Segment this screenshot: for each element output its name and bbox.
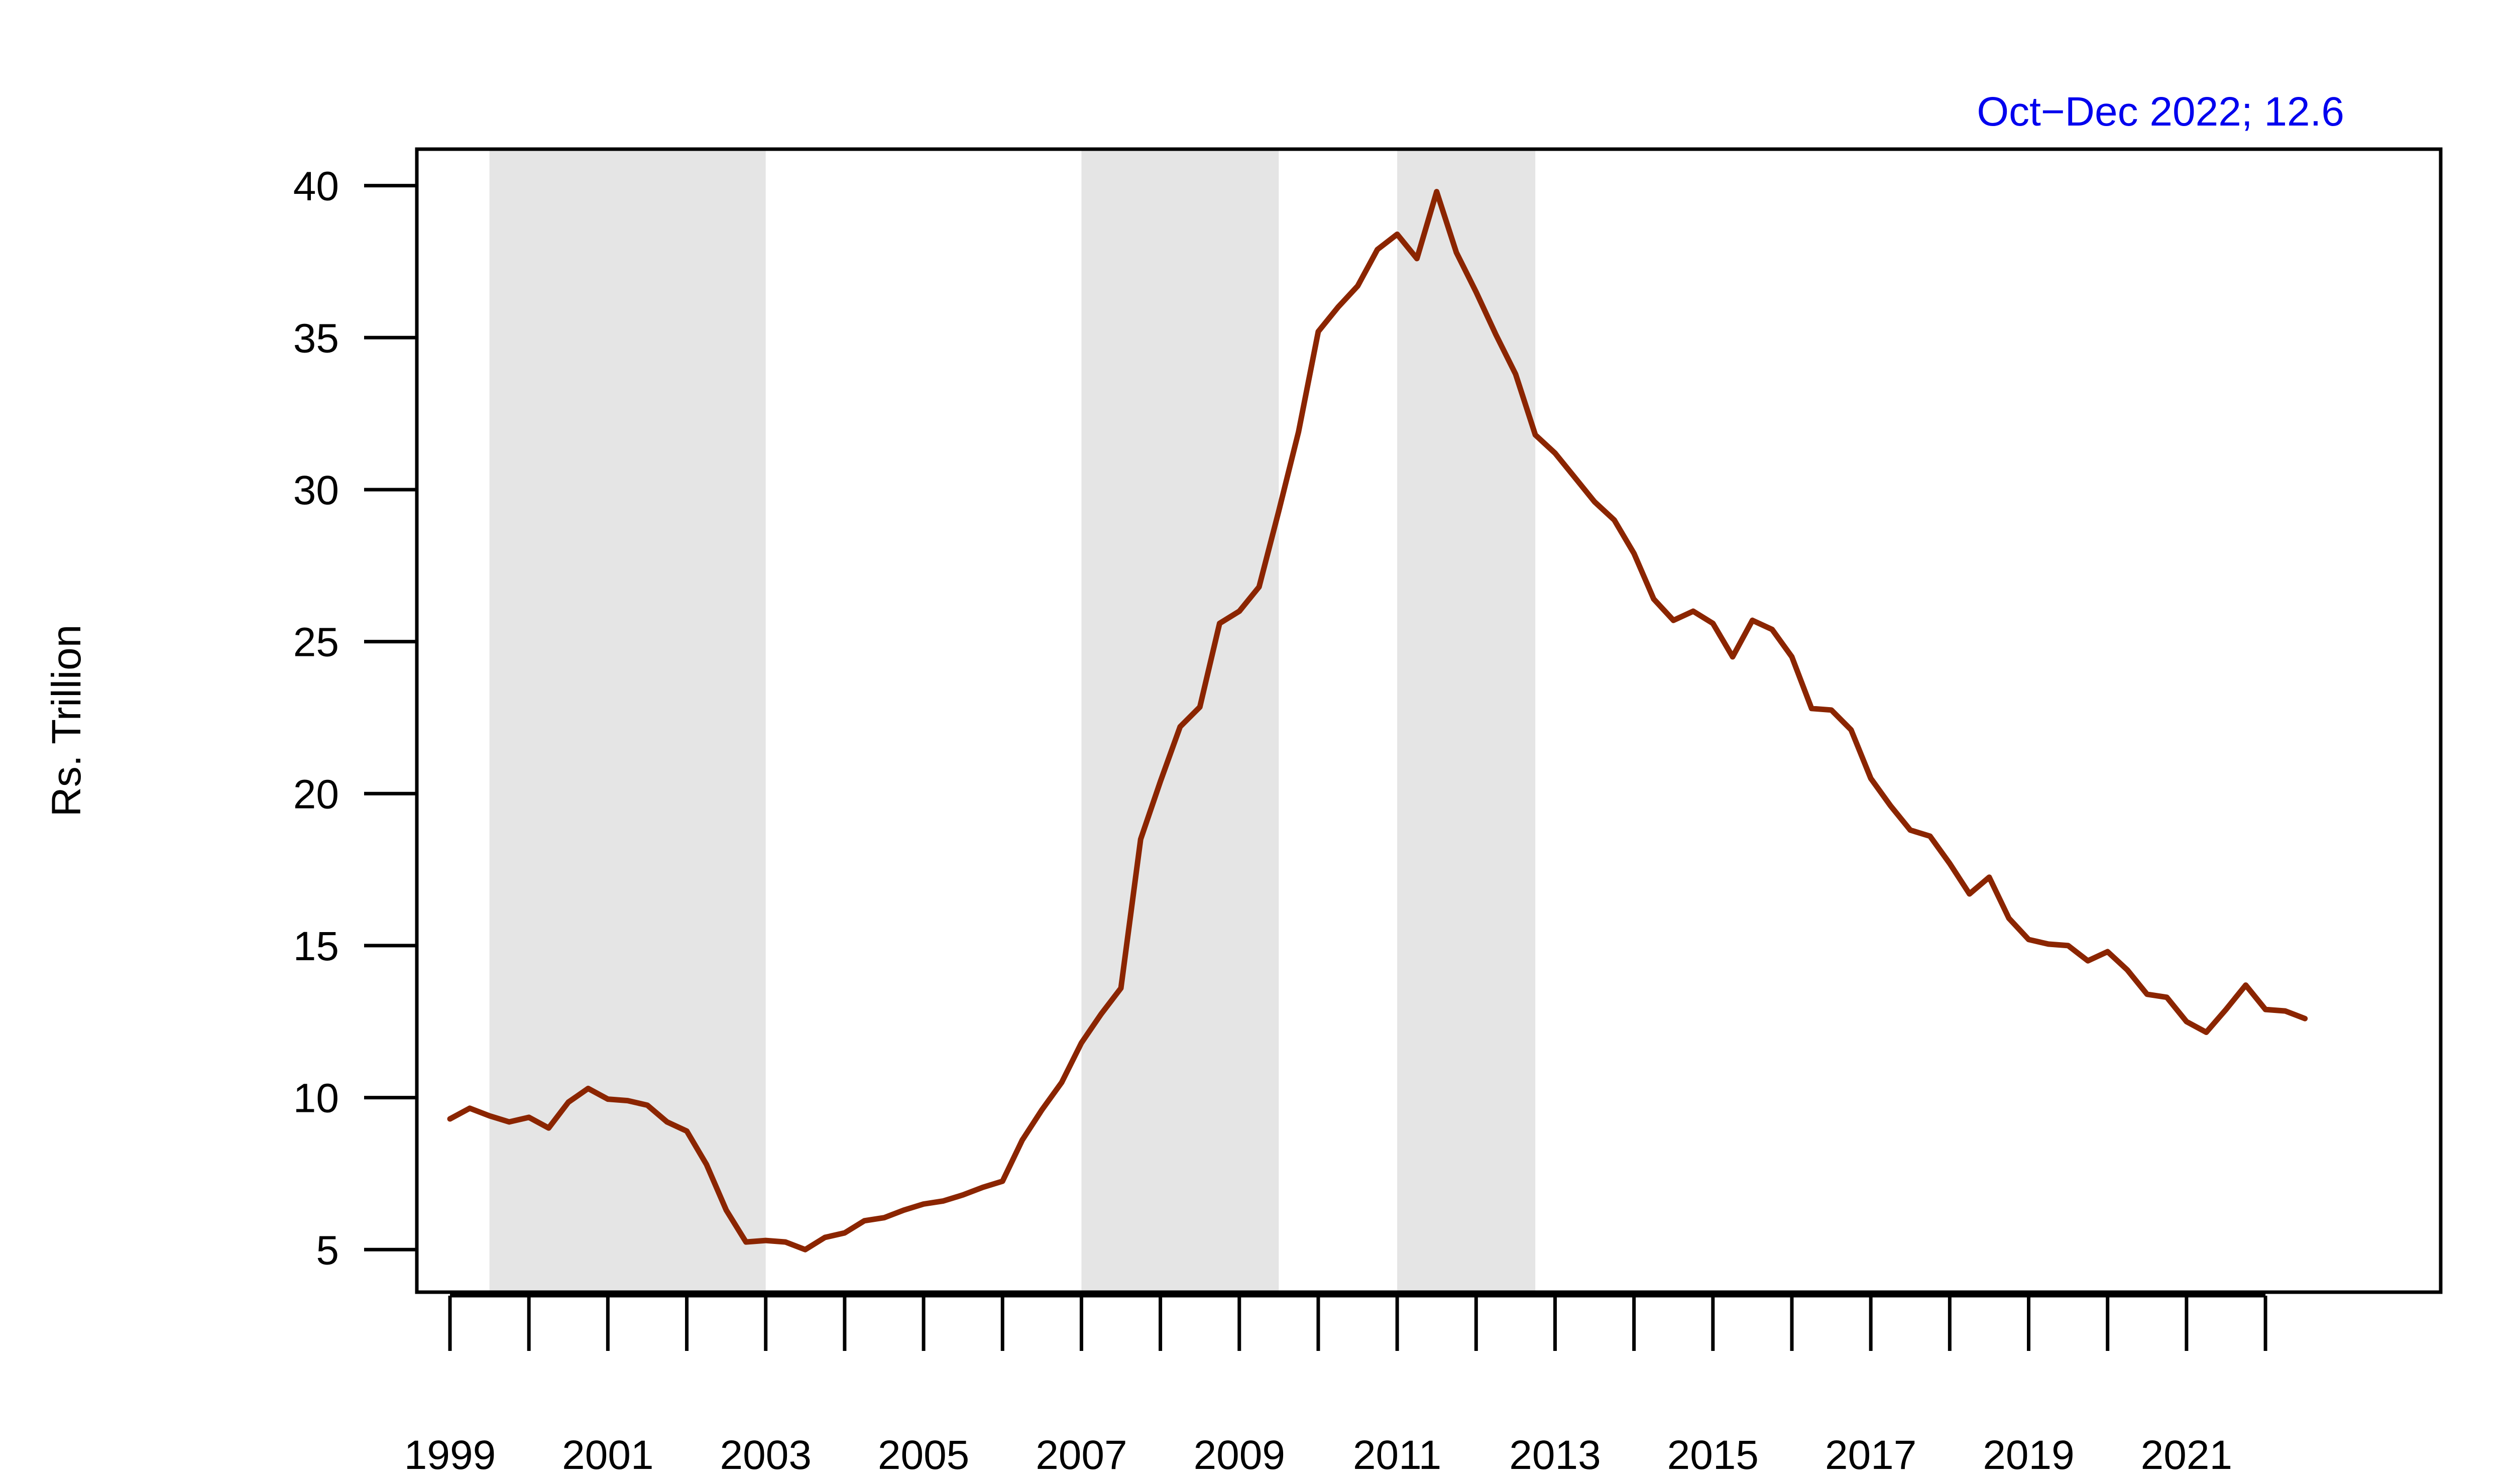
series-line-layer xyxy=(447,189,2308,1252)
plot-frame xyxy=(415,147,2443,1294)
x-tick-label: 2017 xyxy=(1825,1432,1916,1478)
y-tick-label: 20 xyxy=(293,771,339,817)
x-tick-label: 2005 xyxy=(878,1432,969,1478)
x-tick-label: 2009 xyxy=(1194,1432,1285,1478)
shaded-periods xyxy=(489,149,1536,1292)
x-axis: 1999 2001 2003 2005 2007 2009 2011 2013 2015 2017… xyxy=(404,1294,2267,1478)
y-axis: 5 10 15 20 25 30 35 40 xyxy=(293,164,417,1273)
y-tick-label: 25 xyxy=(293,620,339,665)
x-tick-label: 2021 xyxy=(2141,1432,2232,1478)
y-tick-label: 35 xyxy=(293,315,339,361)
latest-value-annotation: Oct−Dec 2022; 12.6 xyxy=(1977,89,2344,135)
shaded-period-2 xyxy=(1081,149,1279,1292)
x-tick-label: 1999 xyxy=(404,1432,496,1478)
x-tick-label: 2011 xyxy=(1353,1432,1441,1478)
x-tick-label: 2013 xyxy=(1509,1432,1601,1478)
shaded-period-3 xyxy=(1397,149,1536,1292)
x-tick-label: 2019 xyxy=(1983,1432,2074,1478)
x-tick-label: 2007 xyxy=(1036,1432,1127,1478)
y-tick-label: 15 xyxy=(293,924,339,969)
x-tick-label: 2015 xyxy=(1667,1432,1759,1478)
x-tick-label: 2001 xyxy=(562,1432,653,1478)
y-tick-label: 10 xyxy=(293,1076,339,1121)
y-tick-label: 5 xyxy=(316,1227,339,1273)
y-tick-label: 40 xyxy=(293,164,339,209)
y-axis-label: Rs. Trillion xyxy=(44,625,89,817)
x-tick-label: 2003 xyxy=(720,1432,812,1478)
series-line-1 xyxy=(447,189,2308,1252)
y-tick-label: 30 xyxy=(293,468,339,513)
